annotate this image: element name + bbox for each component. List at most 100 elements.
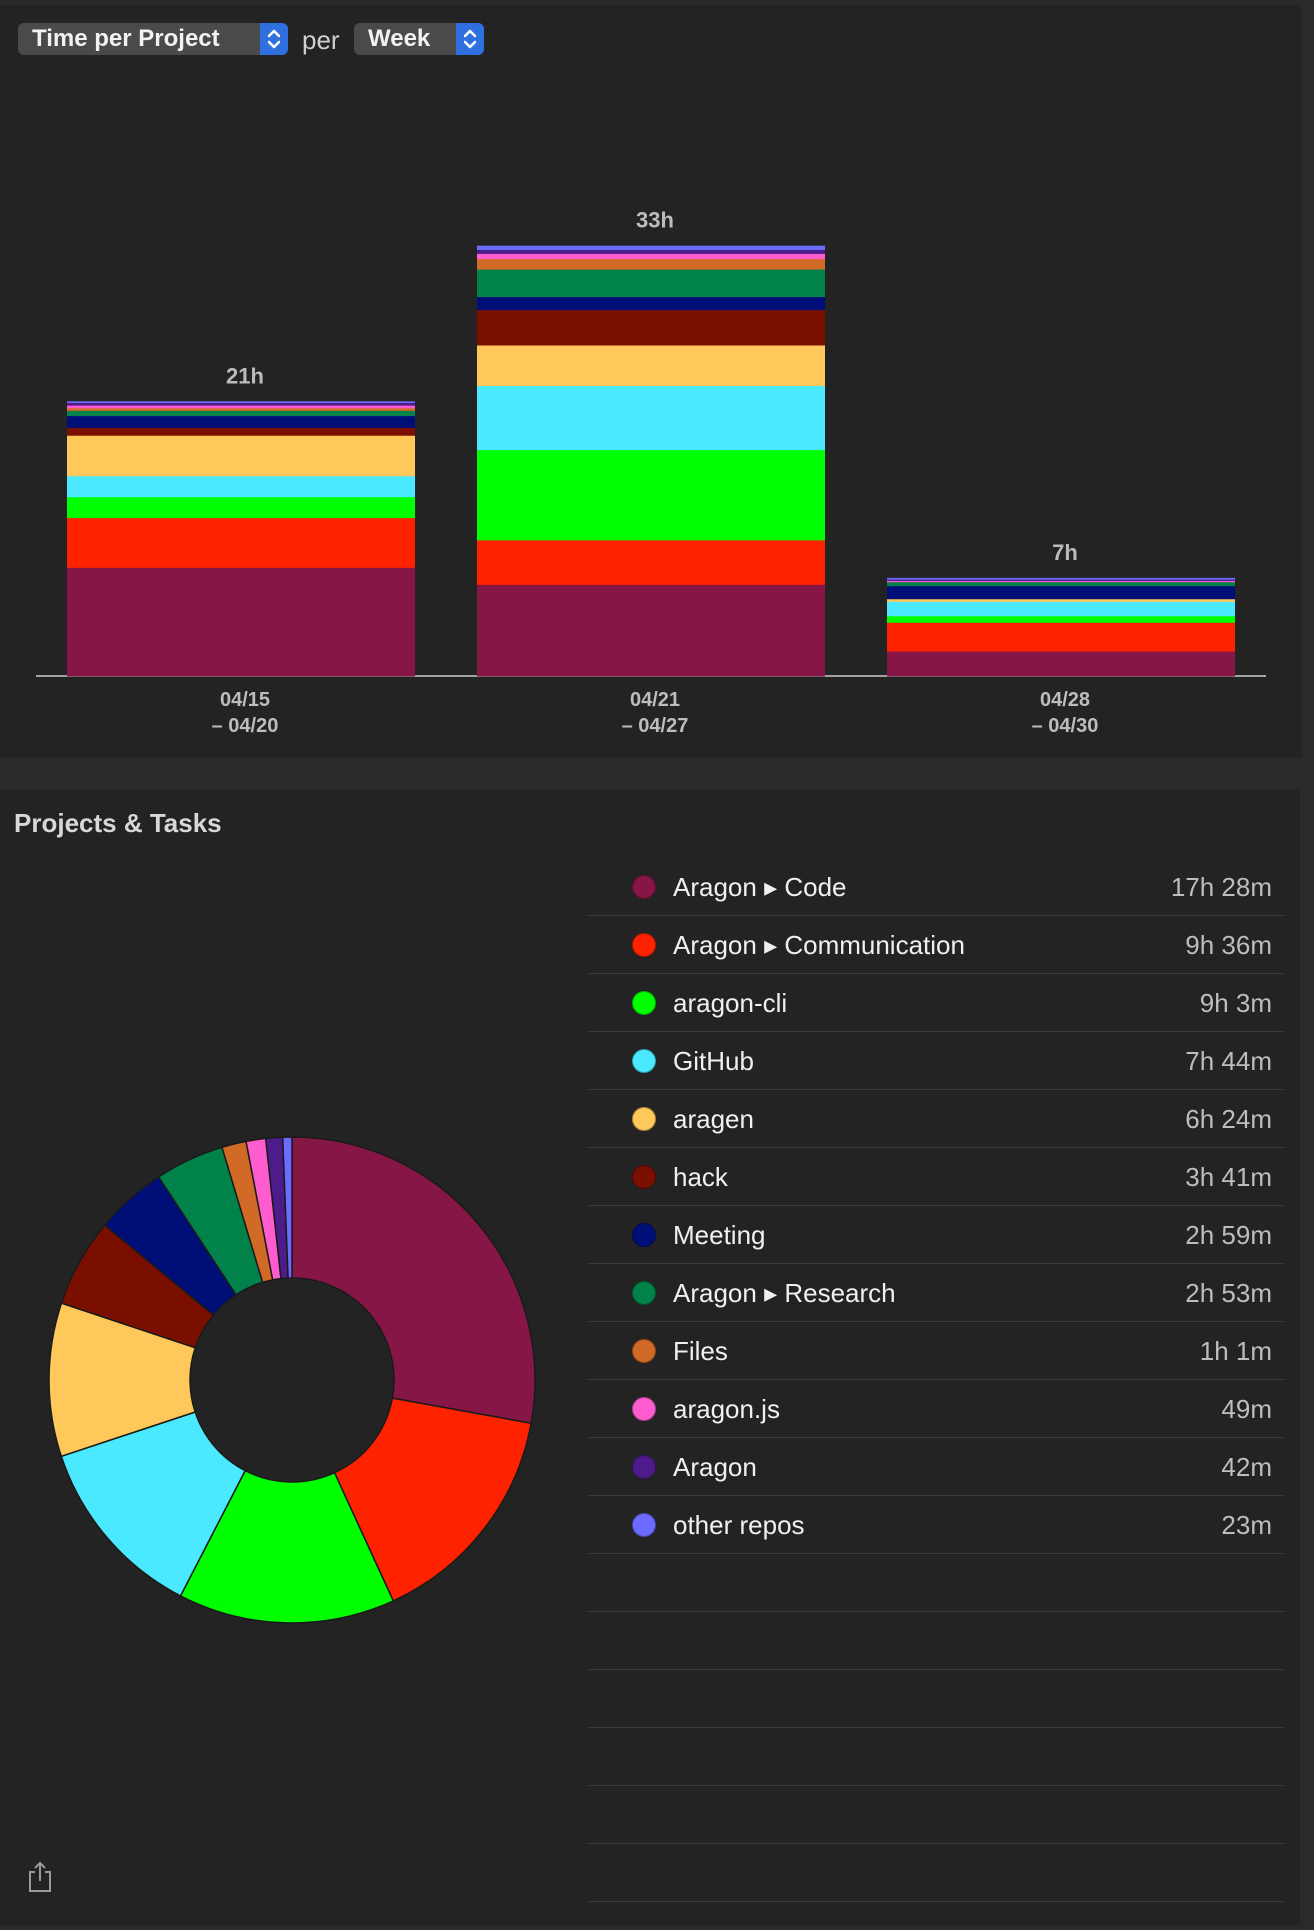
list-item-duration: 23m xyxy=(1221,1510,1272,1540)
list-item-name: Meeting xyxy=(673,1220,766,1250)
bar-segment xyxy=(887,577,1235,580)
empty-row xyxy=(588,1612,1284,1670)
per-label: per xyxy=(302,25,340,55)
bar-segment xyxy=(887,581,1235,587)
bar-segment xyxy=(477,309,825,346)
bar-segment xyxy=(887,580,1235,583)
bar-segment xyxy=(887,622,1235,652)
empty-row xyxy=(588,1728,1284,1786)
list-item[interactable]: Aragon 42m xyxy=(588,1438,1284,1496)
bar-segment xyxy=(67,567,415,677)
empty-row xyxy=(588,1786,1284,1844)
list-item-duration: 7h 44m xyxy=(1185,1046,1272,1076)
stacked-bar-chart: 21h 04/15 – 04/20 33h 04/21 – 04/27 7h 04/28 – 0… xyxy=(36,208,1266,737)
bar-segment xyxy=(477,249,825,254)
metric-popup[interactable]: Time per Project xyxy=(18,23,288,55)
bar-segment xyxy=(67,415,415,428)
color-swatch-icon xyxy=(632,875,656,899)
list-item[interactable]: aragon.js 49m xyxy=(588,1380,1284,1438)
donut-slice xyxy=(291,1136,536,1425)
list-item-name: aragon-cli xyxy=(673,988,788,1018)
bar-segment xyxy=(477,539,825,585)
bar-segment xyxy=(67,496,415,519)
x-tick-label: – 04/20 xyxy=(212,715,279,737)
list-item-name: Aragon ▸ Code xyxy=(673,872,847,902)
list-item-name: aragen xyxy=(673,1104,754,1134)
list-item[interactable]: Meeting 2h 59m xyxy=(588,1206,1284,1264)
list-item[interactable]: Aragon ▸ Code 17h 28m xyxy=(588,858,1284,916)
color-swatch-icon xyxy=(632,1107,656,1131)
list-item[interactable]: GitHub 7h 44m xyxy=(588,1032,1284,1090)
donut-slice xyxy=(333,1397,532,1602)
list-item[interactable]: Aragon ▸ Research 2h 53m xyxy=(588,1264,1284,1322)
donut-slice xyxy=(281,1136,293,1279)
list-item-duration: 49m xyxy=(1221,1394,1272,1424)
bar-segment xyxy=(67,517,415,568)
share-button[interactable] xyxy=(26,1860,54,1894)
bar-segment xyxy=(67,405,415,409)
section-title: Projects & Tasks xyxy=(14,808,222,838)
share-icon xyxy=(29,1861,51,1892)
color-swatch-icon xyxy=(632,1455,656,1479)
bar-segment xyxy=(67,435,415,477)
list-item[interactable]: Aragon ▸ Communication 9h 36m xyxy=(588,916,1284,974)
empty-row xyxy=(588,1670,1284,1728)
bar-segment xyxy=(477,269,825,298)
list-item-name: Files xyxy=(673,1336,728,1366)
period-popup-label: Week xyxy=(368,25,431,52)
bar-segment xyxy=(887,601,1235,617)
bar-segment xyxy=(887,585,1235,600)
list-item-duration: 1h 1m xyxy=(1199,1336,1272,1366)
bar-segment xyxy=(477,258,825,270)
bar-segment xyxy=(67,410,415,417)
bar-segment xyxy=(67,407,415,411)
x-tick-label: 04/15 xyxy=(220,689,270,711)
color-swatch-icon xyxy=(632,991,656,1015)
list-item-duration: 6h 24m xyxy=(1185,1104,1272,1134)
bar-total-label: 7h xyxy=(1052,540,1078,565)
x-tick-label: 04/28 xyxy=(1040,689,1090,711)
list-item-name: hack xyxy=(673,1162,728,1192)
x-tick-label: – 04/27 xyxy=(622,715,689,737)
bar-segment xyxy=(477,253,825,260)
bar-segment xyxy=(887,651,1235,677)
donut-slice xyxy=(179,1469,395,1624)
metric-popup-label: Time per Project xyxy=(32,25,220,52)
bar-segment xyxy=(67,401,415,404)
list-item[interactable]: other repos 23m xyxy=(588,1496,1284,1554)
empty-row xyxy=(588,1844,1284,1902)
list-item-duration: 2h 53m xyxy=(1185,1278,1272,1308)
bar-segment xyxy=(477,245,825,250)
list-item-name: GitHub xyxy=(673,1046,754,1076)
bar-segment xyxy=(67,475,415,498)
list-item-duration: 3h 41m xyxy=(1185,1162,1272,1192)
x-tick-label: 04/21 xyxy=(630,689,680,711)
bar-segment xyxy=(67,402,415,406)
list-item[interactable]: hack 3h 41m xyxy=(588,1148,1284,1206)
list-item-name: Aragon ▸ Research xyxy=(673,1278,896,1308)
chevron-updown-icon xyxy=(260,23,288,55)
list-item-name: Aragon ▸ Communication xyxy=(673,930,965,960)
donut-slice xyxy=(60,1411,247,1597)
list-item[interactable]: Files 1h 1m xyxy=(588,1322,1284,1380)
x-tick-label: – 04/30 xyxy=(1032,715,1099,737)
bar-segment xyxy=(477,296,825,311)
color-swatch-icon xyxy=(632,1223,656,1247)
color-swatch-icon xyxy=(632,1339,656,1363)
bar-total-label: 33h xyxy=(636,208,674,233)
color-swatch-icon xyxy=(632,1281,656,1305)
period-popup[interactable]: Week xyxy=(354,23,484,55)
bar-segment xyxy=(477,584,825,677)
bar-segment xyxy=(887,598,1235,602)
bar-segment xyxy=(477,345,825,387)
list-item[interactable]: aragon-cli 9h 3m xyxy=(588,974,1284,1032)
list-item-duration: 17h 28m xyxy=(1170,872,1272,902)
list-item[interactable]: aragen 6h 24m xyxy=(588,1090,1284,1148)
chevron-updown-icon xyxy=(456,23,484,55)
list-item-name: other repos xyxy=(673,1510,805,1540)
bar-total-label: 21h xyxy=(226,363,264,388)
list-item-duration: 42m xyxy=(1221,1452,1272,1482)
color-swatch-icon xyxy=(632,1165,656,1189)
color-swatch-icon xyxy=(632,1513,656,1537)
bar-segment xyxy=(887,615,1235,623)
